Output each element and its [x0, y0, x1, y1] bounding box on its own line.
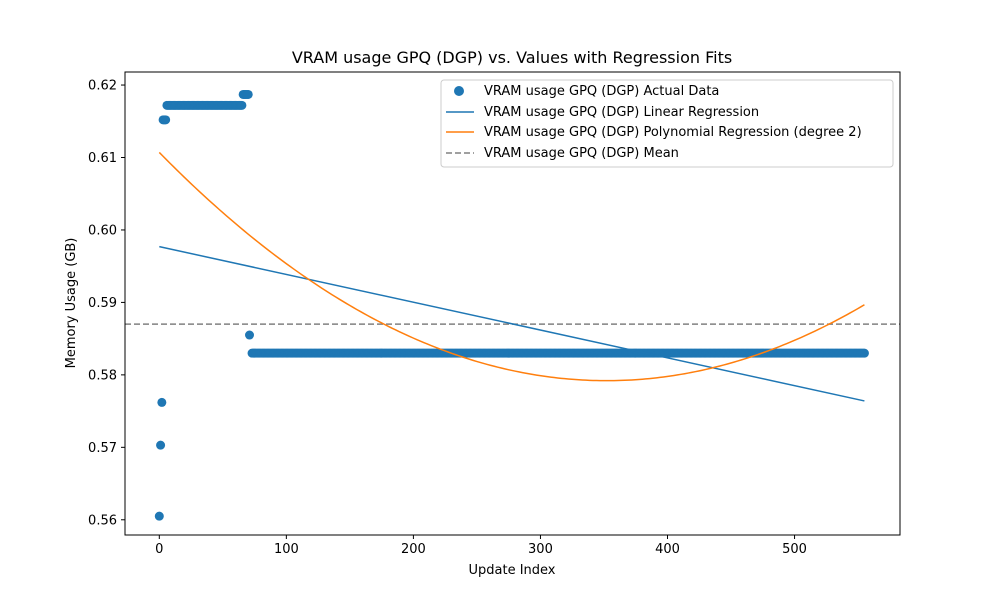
y-tick-label: 0.58 [88, 368, 117, 383]
plot-frame [124, 71, 901, 536]
data-point [157, 397, 167, 407]
data-point [237, 100, 247, 110]
y-axis: 0.56 0.57 0.58 0.59 0.60 0.61 0.62 [88, 79, 125, 528]
x-tick-label: 300 [528, 542, 553, 557]
data-point [161, 115, 171, 125]
y-tick-label: 0.60 [88, 223, 117, 238]
data-point [245, 330, 255, 340]
legend-label-poly: VRAM usage GPQ (DGP) Polynomial Regressi… [484, 125, 862, 140]
y-tick-label: 0.59 [88, 296, 117, 311]
chart-title: VRAM usage GPQ (DGP) vs. Values with Reg… [292, 48, 732, 67]
legend: VRAM usage GPQ (DGP) Actual Data VRAM us… [440, 79, 894, 168]
legend-label-mean: VRAM usage GPQ (DGP) Mean [484, 146, 679, 161]
y-tick-label: 0.57 [88, 441, 117, 456]
x-axis-label: Update Index [468, 563, 555, 578]
plot-area [124, 71, 901, 536]
x-axis: 0 100 200 300 400 500 [155, 535, 807, 557]
x-tick-label: 200 [401, 542, 426, 557]
legend-label-linear: VRAM usage GPQ (DGP) Linear Regression [484, 105, 759, 120]
y-axis-label: Memory Usage (GB) [64, 238, 79, 369]
linear-regression-line [159, 245, 865, 402]
legend-marker-actual [454, 86, 464, 96]
y-tick-label: 0.62 [88, 79, 117, 94]
x-tick-label: 0 [155, 542, 163, 557]
legend-label-actual: VRAM usage GPQ (DGP) Actual Data [484, 84, 719, 99]
x-tick-label: 400 [655, 542, 680, 557]
data-point [243, 89, 253, 99]
x-tick-label: 500 [782, 542, 807, 557]
y-tick-label: 0.61 [88, 151, 117, 166]
data-point [154, 511, 164, 521]
data-point [156, 440, 166, 450]
y-tick-label: 0.56 [88, 513, 117, 528]
series-layer [125, 89, 900, 521]
polynomial-regression-curve [158, 151, 865, 382]
x-tick-label: 100 [274, 542, 299, 557]
legend-box [440, 79, 894, 168]
data-point [859, 348, 869, 358]
